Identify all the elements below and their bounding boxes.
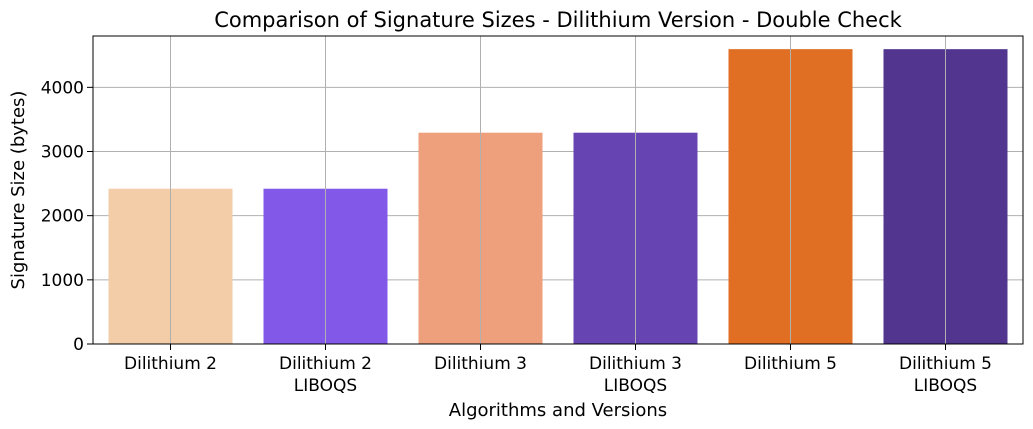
y-tick-label: 3000 — [41, 143, 84, 163]
y-tick-label: 0 — [73, 335, 84, 355]
y-axis: 0 1000 2000 3000 4000 — [41, 78, 93, 355]
x-tick-label: Dilithium 3 — [589, 354, 682, 374]
x-axis-label: Algorithms and Versions — [449, 400, 667, 421]
chart-title: Comparison of Signature Sizes - Dilithiu… — [214, 8, 902, 32]
bars — [108, 36, 1008, 344]
y-tick-label: 1000 — [41, 271, 84, 291]
y-tick-label: 2000 — [41, 207, 84, 227]
x-tick-label: Dilithium 5 — [899, 354, 992, 374]
y-axis-label: Signature Size (bytes) — [8, 91, 29, 290]
x-tick-label: LIBOQS — [604, 376, 667, 396]
x-tick-label: Dilithium 5 — [744, 354, 837, 374]
x-tick-label: Dilithium 2 — [124, 354, 217, 374]
x-tick-label: Dilithium 3 — [434, 354, 527, 374]
x-tick-label: LIBOQS — [914, 376, 977, 396]
plot-frame — [92, 35, 1024, 345]
x-tick-label: Dilithium 2 — [279, 354, 372, 374]
x-tick-label: LIBOQS — [294, 376, 357, 396]
y-tick-label: 4000 — [41, 78, 84, 98]
